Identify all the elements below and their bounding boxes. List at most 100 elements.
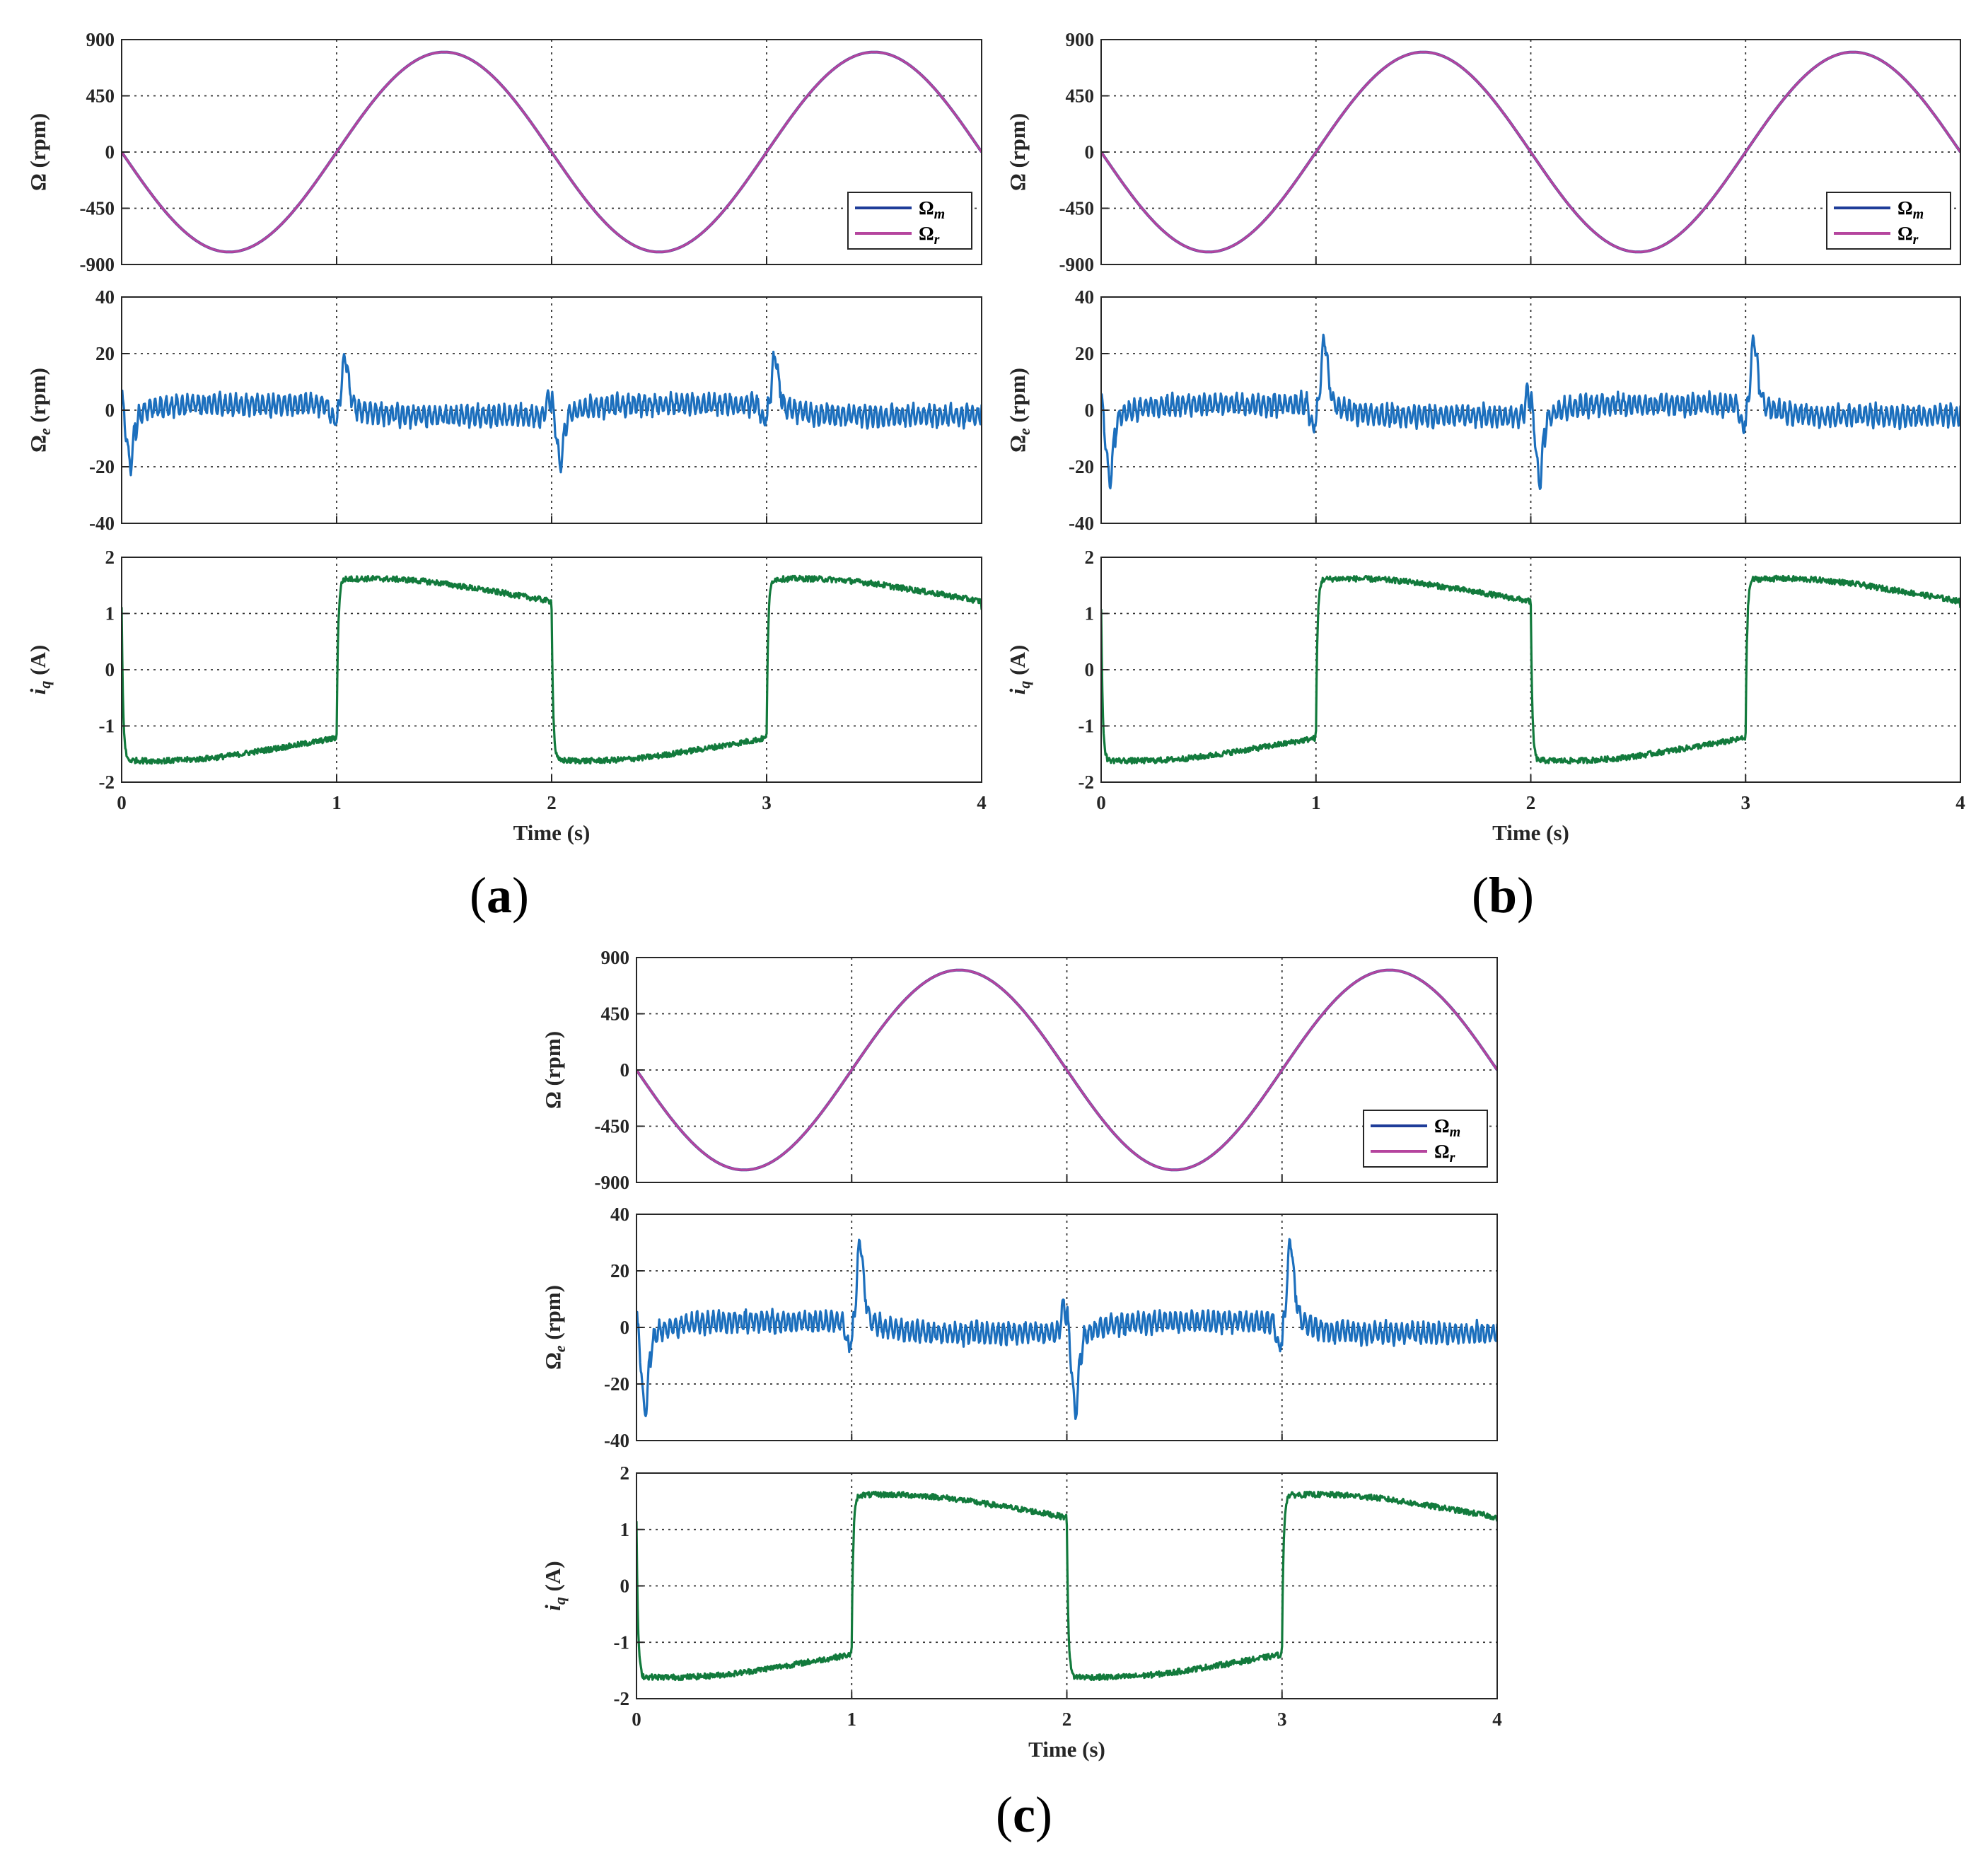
y-tick-label: -900 [595,1172,630,1193]
y-tick-label: 450 [86,86,115,107]
x-tick-label: 2 [1526,792,1536,813]
subplot-current: 2 1 0 -1 -2 iq (A) 0 1 2 3 4 Time (s) [540,1462,1502,1762]
y-tick-label: -450 [1059,198,1095,219]
y-tick-label: -20 [604,1373,629,1395]
y-tick-label: -1 [1079,716,1095,737]
panel-label: (b) [1472,867,1534,924]
y-tick-label: 20 [95,343,115,364]
series-line-iq [1101,574,1960,765]
y-tick-label: 2 [620,1462,630,1484]
series-line-iq [636,1490,1497,1682]
y-axis-label: Ωe (rpm) [25,368,54,453]
legend-entry: Ωm [919,197,945,222]
y-tick-label: 0 [620,1317,630,1338]
y-tick-label: -1 [614,1632,630,1653]
y-axis-label: iq (A) [1005,645,1033,694]
x-tick-label: 0 [1096,792,1106,813]
series-line-Ωr [636,969,1497,1171]
y-tick-label: 1 [105,603,115,624]
x-tick-label: 2 [547,792,557,813]
legend-entry: Ωr [919,223,940,248]
y-tick-label: 20 [1075,343,1094,364]
x-tick-label: 2 [1062,1709,1072,1730]
y-tick-label: 0 [1085,400,1095,421]
legend-entry: Ωm [1434,1115,1460,1140]
y-axis-label: Ω (rpm) [25,113,50,191]
series-line-Ωr [1101,51,1960,253]
subplot-error: 40 20 0 -20 -40 Ωe (rpm) [25,286,982,534]
x-tick-label: 4 [977,792,987,813]
x-tick-label: 1 [1311,792,1321,813]
y-tick-label: 0 [620,1576,630,1597]
y-tick-label: 2 [1085,547,1095,568]
y-tick-label: -450 [80,198,115,219]
legend-box [1826,192,1951,250]
x-tick-label: 3 [1277,1709,1287,1730]
y-tick-label: 40 [95,286,115,308]
y-axis-label: iq (A) [540,1561,569,1610]
legend-entry: Ωr [1897,223,1919,248]
y-tick-label: -40 [604,1430,629,1451]
y-axis-label: Ω (rpm) [540,1031,565,1109]
y-tick-label: 0 [105,659,115,680]
series-line-Ωr [122,51,982,253]
x-tick-label: 0 [632,1709,641,1730]
y-tick-label: 2 [105,547,115,568]
x-tick-label: 1 [847,1709,857,1730]
x-tick-label: 3 [762,792,772,813]
x-tick-label: 3 [1741,792,1751,813]
x-axis-label: Time (s) [513,820,591,845]
x-axis-label: Time (s) [1492,820,1569,845]
legend-entry: Ωm [1897,197,1924,222]
y-tick-label: -20 [89,456,115,477]
panel-label: (a) [470,867,529,924]
y-tick-label: -450 [595,1116,630,1137]
y-axis-label: Ω (rpm) [1005,113,1030,191]
y-tick-label: 0 [620,1059,630,1081]
x-tick-label: 4 [1492,1709,1502,1730]
legend-box [1363,1110,1488,1168]
y-tick-label: 450 [601,1004,630,1025]
legend-box [847,192,972,250]
y-tick-label: -900 [1059,254,1095,275]
series-line-Ωe [636,1238,1497,1420]
y-tick-label: 450 [1066,86,1095,107]
y-tick-label: 40 [1075,286,1094,308]
y-tick-label: -900 [80,254,115,275]
y-axis-label: iq (A) [25,645,54,694]
y-tick-label: 0 [1085,141,1095,163]
series-line-Ωe [122,350,982,477]
x-tick-label: 0 [117,792,127,813]
y-tick-label: 20 [610,1260,629,1281]
y-tick-label: -2 [614,1688,630,1709]
y-tick-label: -2 [99,772,115,793]
y-axis-label: Ωe (rpm) [1005,368,1033,453]
y-tick-label: 0 [105,400,115,421]
y-tick-label: 900 [1066,29,1095,50]
y-tick-label: 1 [1085,603,1095,624]
y-tick-label: 40 [610,1204,629,1225]
x-tick-label: 4 [1955,792,1965,813]
subplot-error: 40 20 0 -20 -40 Ωe (rpm) [1005,286,1961,534]
y-tick-label: 0 [1085,659,1095,680]
subplot-current: 2 1 0 -1 -2 iq (A) 0 1 2 3 4 Time (s) [1005,547,1965,845]
y-tick-label: 900 [86,29,115,50]
y-tick-label: -40 [1069,513,1094,534]
y-tick-label: -2 [1079,772,1095,793]
x-axis-label: Time (s) [1028,1737,1105,1762]
y-tick-label: 0 [105,141,115,163]
series-line-Ωe [1101,333,1960,490]
subplot-current: 2 1 0 -1 -2 iq (A) 0 1 2 3 4 Time (s) [25,547,987,845]
y-tick-label: -1 [99,716,115,737]
y-tick-label: 900 [601,947,630,968]
subplot-error: 40 20 0 -20 -40 Ωe (rpm) [540,1204,1498,1451]
series-line-iq [122,574,982,765]
y-axis-label: Ωe (rpm) [540,1285,569,1370]
x-tick-label: 1 [332,792,342,813]
